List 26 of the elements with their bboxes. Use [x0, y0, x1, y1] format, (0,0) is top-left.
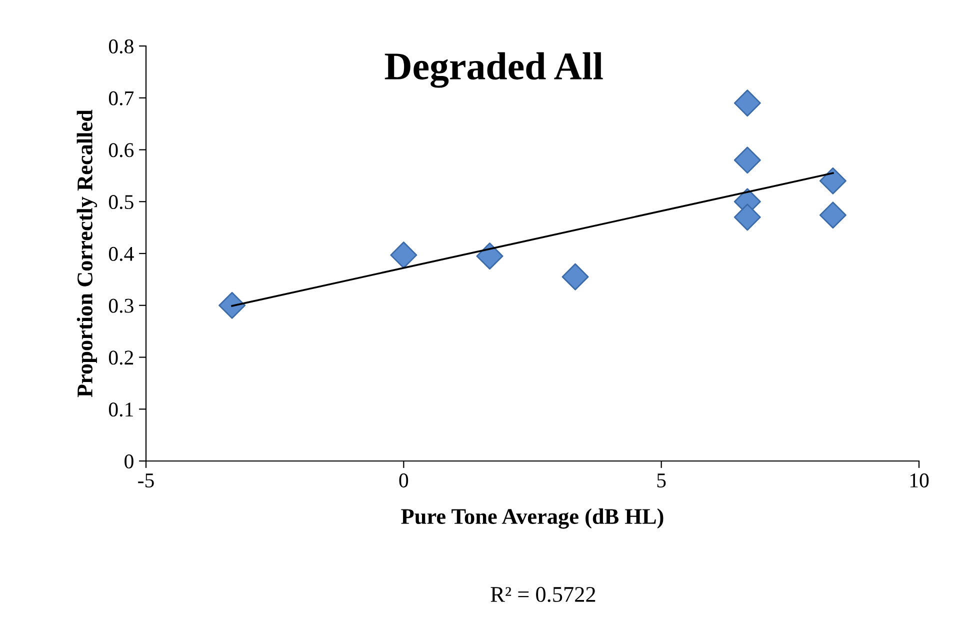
y-tick-label: 0.2 — [108, 350, 134, 365]
x-tick-label: 10 — [910, 473, 929, 488]
text: R² = 0.5722 — [490, 586, 596, 602]
y-tick-label: 0.6 — [108, 143, 134, 158]
point — [734, 90, 761, 117]
point — [390, 242, 418, 269]
y-tick-label: 0.5 — [108, 195, 134, 210]
y-tick-label: 0 — [124, 454, 134, 468]
point — [819, 167, 846, 194]
y-tick-label: 0.7 — [108, 91, 134, 106]
y-tick-label: 0.8 — [108, 39, 134, 54]
y-axis-title: Proportion Correctly Recalled — [76, 110, 98, 398]
point — [476, 242, 504, 270]
chart-title: Degraded All — [384, 52, 603, 88]
point — [819, 202, 846, 229]
point — [734, 146, 761, 174]
x-tick-label: -5 — [138, 474, 154, 488]
y-tick-label: 0.3 — [108, 298, 134, 313]
x-tick-label: 0 — [399, 473, 408, 488]
x-axis-title: Pure Tone Average (dB HL) — [401, 508, 664, 529]
point — [218, 292, 246, 319]
point — [734, 204, 761, 231]
point — [562, 263, 589, 290]
y-tick-label: 0.4 — [108, 246, 134, 262]
x-tick-label: 5 — [657, 474, 666, 488]
y-tick-label: 0.1 — [108, 402, 133, 417]
